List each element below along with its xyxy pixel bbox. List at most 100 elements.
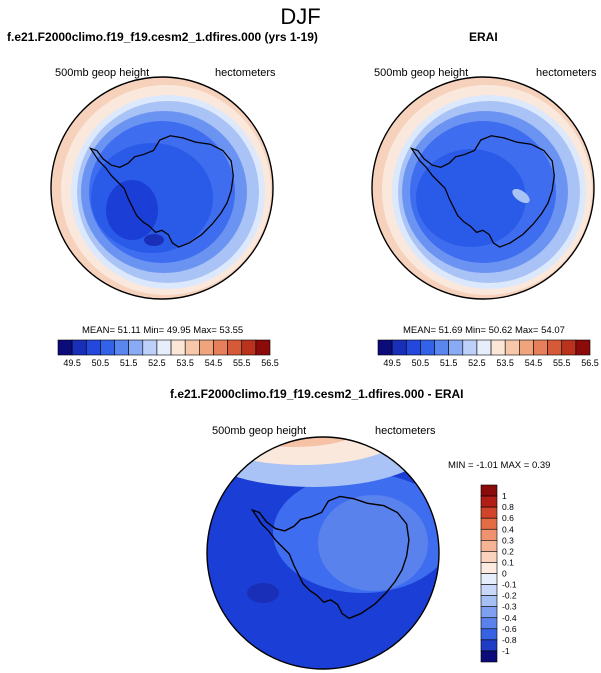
panel2-min-value: 50.62	[488, 325, 513, 336]
panel1-colorbar-box	[100, 339, 115, 356]
panel2-title: ERAI	[469, 30, 498, 44]
panel1-field-low	[106, 180, 158, 240]
panel2-max-label: Max=	[514, 325, 539, 336]
panel1-colorbar-box	[199, 339, 214, 356]
panel2-colorbar-box	[504, 339, 520, 356]
panel1-max-label: Max=	[193, 325, 217, 336]
panel1-max-value: 53.55	[219, 325, 244, 336]
panel2-field-core	[416, 149, 526, 247]
panel3-colorbar-tick-label: 1	[502, 491, 507, 501]
panel2-colorbar-box	[533, 339, 548, 356]
panel1-colorbar-tick-label: 51.5	[120, 358, 138, 368]
panel1-variable-label: 500mb geop height	[55, 67, 150, 79]
panel1-colorbar-tick-label: 53.5	[176, 358, 194, 368]
panel3-colorbar-box	[480, 540, 498, 552]
panel3-units-label: hectometers	[375, 425, 436, 437]
panel2-colorbar-tick-label: 49.5	[383, 358, 401, 368]
panel3-map-border	[206, 436, 440, 670]
panel2-colorbar-box	[405, 339, 421, 356]
panel1-colorbar: 49.5 50.5 51.5 52.5 53.5 54.5 55.5 56.5	[57, 339, 279, 368]
panel3-colorbar-box	[480, 528, 498, 541]
panel1-colorbar-tick-label: 54.5	[205, 358, 223, 368]
panel3-field-centre	[318, 495, 428, 591]
panel2-mean-value: 51.69	[438, 325, 463, 336]
panel3-colorbar-box	[480, 495, 498, 508]
panel2-map	[372, 77, 594, 299]
panel1-colorbar-box	[156, 339, 172, 356]
panel1-mean-value: 51.11	[117, 325, 141, 336]
panel2-colorbar-tick-label: 53.5	[496, 358, 514, 368]
panel2-map-border	[371, 76, 595, 300]
panel3-colorbar-tick-label: 0.8	[502, 502, 514, 512]
panel1-colorbar-box	[128, 339, 144, 356]
panel1-colorbar-box	[255, 339, 271, 356]
panel1-colorbar-box	[71, 339, 87, 356]
panel2-stats: MEAN= 51.69 Min= 50.62 Max= 54.07	[403, 325, 565, 336]
panel3-colorbar-box	[480, 506, 498, 519]
panel1-min-value: 49.95	[166, 325, 191, 336]
panel1-min-label: Min=	[143, 325, 165, 336]
panel3-colorbar-tick-label: 0.1	[502, 557, 514, 567]
panel3-colorbar-box	[480, 551, 498, 563]
panel3-map	[207, 437, 439, 669]
panel3-colorbar-tick-label: 0.6	[502, 513, 514, 523]
panel2-colorbar-box	[462, 339, 478, 356]
panel2-field-high	[512, 188, 530, 204]
panel1-colorbar-box	[184, 339, 200, 356]
panel1-colorbar-box	[170, 339, 186, 356]
panel2-units-label: hectometers	[536, 67, 597, 79]
panel2-colorbar-tick-label: 52.5	[468, 358, 486, 368]
panel3-colorbar-tick-label: 0.3	[502, 535, 514, 545]
panel3-colorbar-box	[480, 606, 498, 619]
panel3-colorbar: 10.80.60.40.30.20.1 0-0.1-0.2-0.3-0.4-0.6…	[480, 484, 517, 663]
panel2-colorbar-box	[448, 339, 464, 356]
panel1-colorbar-tick-label: 55.5	[233, 358, 251, 368]
panel3-colorbar-box	[480, 484, 498, 497]
panel2-max-value: 54.07	[541, 325, 565, 336]
panel2-colorbar-box	[547, 339, 563, 356]
panel2-colorbar-tick-label: 56.5	[581, 358, 599, 368]
panel2-colorbar-box	[476, 339, 492, 356]
panel2-colorbar-box	[519, 339, 534, 356]
panel3-colorbar-tick-label: 0.2	[502, 546, 514, 556]
panel1-field-min	[144, 234, 164, 246]
panel3-field-low	[247, 583, 279, 603]
panel1-colorbar-tick-label: 56.5	[261, 358, 279, 368]
panel2-colorbar-tick-label: 50.5	[412, 358, 430, 368]
panel2-colorbar-tick-label: 55.5	[553, 358, 571, 368]
panel1-colorbar-box	[227, 339, 243, 356]
panel2-colorbar-box	[561, 339, 577, 356]
panel3-colorbar-box	[480, 628, 498, 641]
panel1-colorbar-box	[241, 339, 257, 356]
panel1-colorbar-box	[114, 339, 129, 356]
panel1-mean-label: MEAN=	[82, 325, 115, 336]
panel3-colorbar-box	[480, 584, 498, 596]
panel2-colorbar-box	[490, 339, 506, 356]
panel3-colorbar-box	[480, 573, 498, 585]
panel1-colorbar-box	[142, 339, 158, 356]
panel2-colorbar-box	[391, 339, 407, 356]
panel2-colorbar-box	[420, 339, 435, 356]
panel2-colorbar-box	[434, 339, 449, 356]
panel3-colorbar-tick-label: -0.4	[502, 613, 517, 623]
panel3-colorbar-box	[480, 517, 498, 530]
panel3-colorbar-tick-label: 0	[502, 569, 507, 579]
panel2-colorbar-tick-label: 54.5	[525, 358, 543, 368]
panel2-variable-label: 500mb geop height	[374, 67, 469, 79]
panel1-colorbar-tick-label: 50.5	[92, 358, 110, 368]
panel3-colorbar-tick-label: -1	[502, 646, 510, 656]
panel3-colorbar-tick-label: -0.8	[502, 635, 517, 645]
panel2-colorbar-tick-label: 51.5	[440, 358, 458, 368]
panel1-colorbar-box	[57, 339, 73, 356]
panel2-mean-label: MEAN=	[403, 325, 436, 336]
panel3-colorbar-box	[480, 595, 498, 607]
panel3-colorbar-tick-label: -0.2	[502, 591, 517, 601]
panel2-colorbar: 49.5 50.5 51.5 52.5 53.5 54.5 55.5 56.5	[377, 339, 599, 368]
panel1-colorbar-box	[213, 339, 228, 356]
panel3-colorbar-box	[480, 639, 498, 652]
panel1-colorbar-tick-label: 49.5	[63, 358, 81, 368]
figure-title: DJF	[280, 4, 321, 29]
panel3-title: f.e21.F2000climo.f19_f19.cesm2_1.dfires.…	[170, 387, 464, 401]
panel3-colorbar-tick-label: 0.4	[502, 524, 514, 534]
